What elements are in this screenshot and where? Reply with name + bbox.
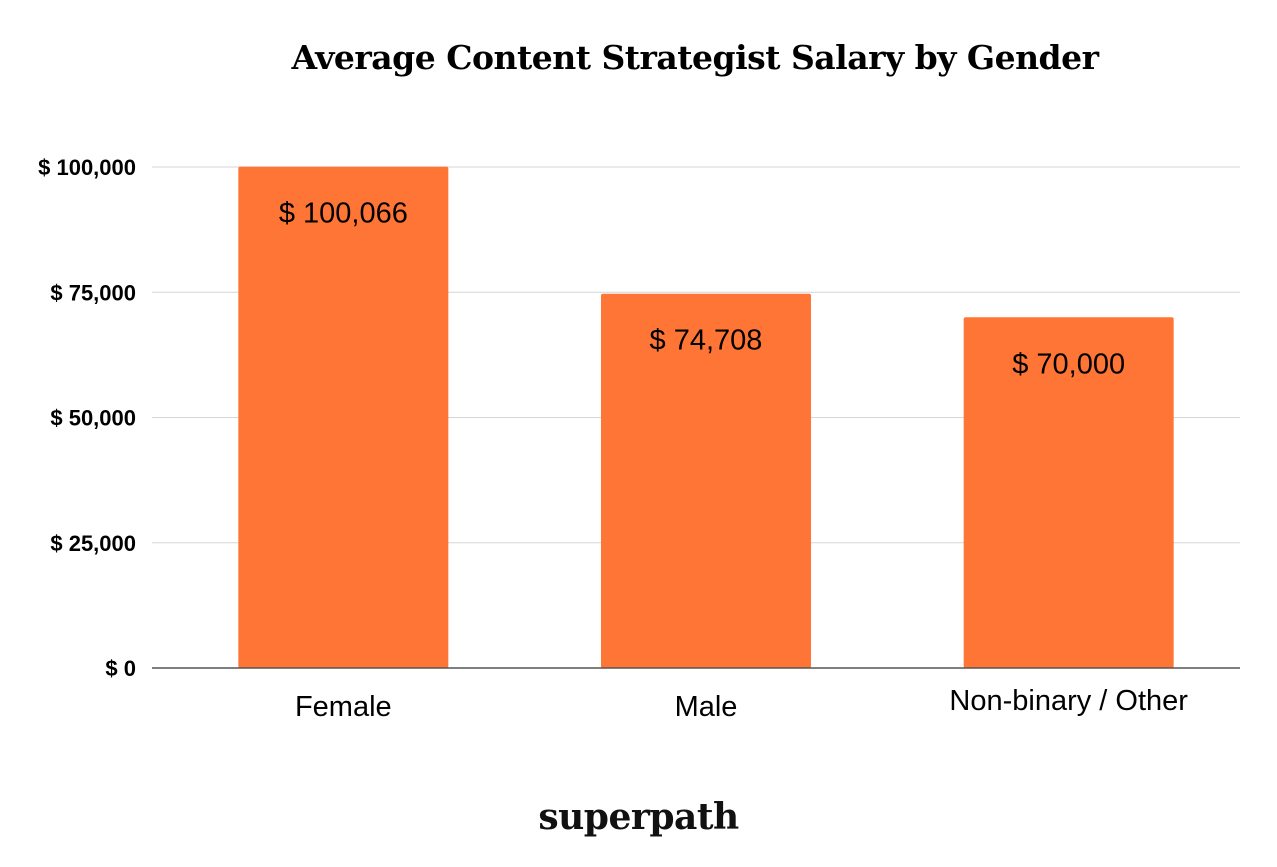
data-label: $ 70,000 [1012,348,1125,380]
y-tick-label: $ 25,000 [50,531,136,556]
chart-title: Average Content Strategist Salary by Gen… [291,38,1099,77]
bar-male [601,293,811,668]
data-label: $ 100,066 [279,198,408,230]
bar-non-binary-other [963,317,1174,668]
y-tick-label: $ 50,000 [50,406,136,431]
y-tick-label: $ 100,000 [38,155,136,180]
x-tick-label: Male [675,691,738,723]
y-tick-label: $ 0 [105,656,136,681]
bar-female [238,166,449,668]
superpath-logo: superpath [538,796,739,838]
y-tick-label: $ 75,000 [50,280,136,305]
data-label: $ 74,708 [650,325,763,357]
x-tick-label: Female [295,691,392,723]
x-tick-label: Non-binary / Other [949,685,1188,717]
